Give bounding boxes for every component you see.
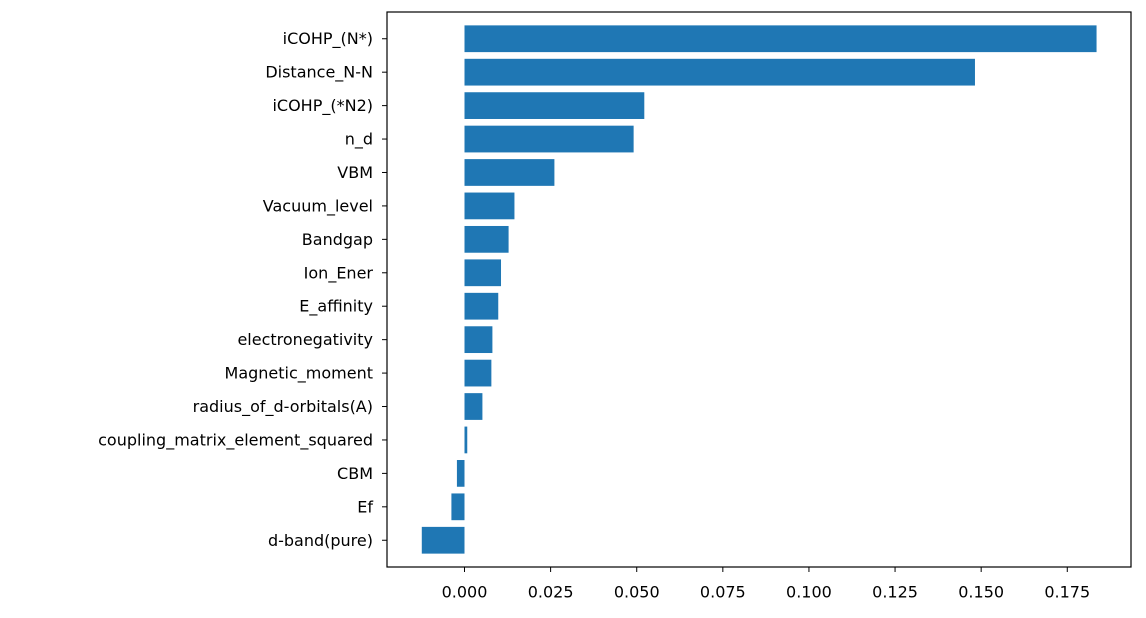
x-tick-label: 0.050 [614,583,660,602]
bar-8 [464,292,499,320]
y-tick-label: electronegativity [237,330,373,349]
bar-15 [421,526,465,554]
bars-group [421,25,1097,554]
y-tick-label: Bandgap [302,230,373,249]
x-tick-label: 0.125 [872,583,918,602]
bar-1 [464,58,975,86]
bar-2 [464,92,645,119]
y-tick-label: Ion_Ener [304,263,374,283]
y-tick-label: CBM [337,464,373,483]
y-tick-label: iCOHP_(*N2) [272,96,373,116]
bar-9 [464,326,493,354]
y-tick-label: VBM [337,163,373,182]
plot-area-frame [386,11,1132,568]
y-tick-label: d-band(pure) [268,531,373,550]
bar-7 [464,259,502,287]
y-tick-label: Vacuum_level [263,196,373,216]
bar-11 [464,393,483,420]
bar-12 [464,426,468,454]
y-tick-label: radius_of_d-orbitals(A) [193,397,373,417]
x-axis-ticks: 0.000 0.025 0.050 0.075 0.100 0.125 0.150 0.175 [442,567,1090,602]
bar-3 [464,125,634,153]
y-tick-label: E_affinity [299,297,373,317]
y-tick-label: iCOHP_(N*) [283,29,373,49]
bar-4 [464,159,555,186]
bar-13 [456,460,465,487]
x-tick-label: 0.075 [700,583,746,602]
y-tick-label: Ef [357,497,373,516]
y-tick-label: Distance_N-N [265,63,373,83]
x-tick-label: 0.000 [442,583,488,602]
y-tick-label: coupling_matrix_element_squared [98,430,373,450]
bar-10 [464,359,492,387]
x-tick-label: 0.100 [786,583,832,602]
bar-5 [464,192,515,220]
x-tick-label: 0.150 [958,583,1004,602]
x-tick-label: 0.175 [1044,583,1090,602]
y-tick-label: Magnetic_moment [225,364,373,384]
bar-14 [451,493,465,521]
bar-6 [464,225,509,253]
bar-0 [464,25,1097,53]
x-tick-label: 0.025 [528,583,574,602]
y-tick-label: n_d [345,130,373,150]
y-axis-ticks: iCOHP_(N*) Distance_N-N iCOHP_(*N2) n_d VBM V… [98,29,387,550]
